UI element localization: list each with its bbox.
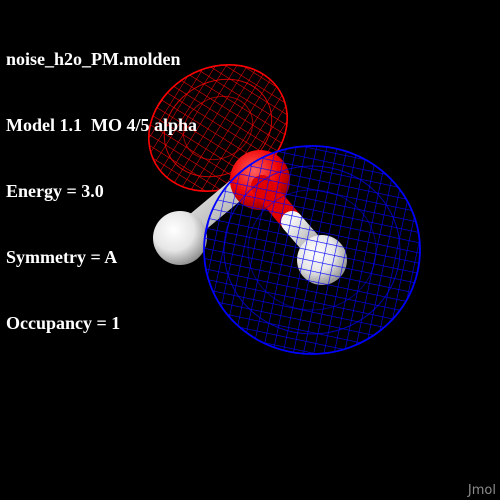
positive-orbital-lobe xyxy=(203,145,421,355)
energy-label: Energy = 3.0 xyxy=(6,181,104,201)
file-name-label: noise_h2o_PM.molden xyxy=(6,49,181,69)
symmetry-label: Symmetry = A xyxy=(6,247,118,267)
occupancy-label: Occupancy = 1 xyxy=(6,313,121,333)
model-orbital-label: Model 1.1 MO 4/5 alpha xyxy=(6,115,198,135)
orbital-info-panel: noise_h2o_PM.molden Model 1.1 MO 4/5 alp… xyxy=(6,4,197,378)
jmol-watermark: Jmol xyxy=(467,483,496,498)
